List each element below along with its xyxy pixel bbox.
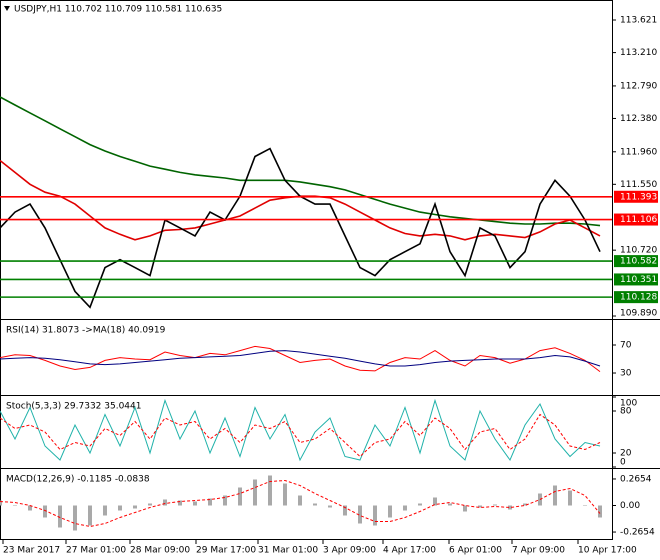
macd-bar [598,505,602,518]
y-tick-label: 110.720 [620,246,657,256]
x-tick-label: 29 Mar 17:00 [196,546,256,556]
series-line [0,398,601,462]
x-tick-label: 10 Apr 17:00 [578,546,637,556]
y-tick-label: 0 [620,458,626,468]
macd-bar [13,505,17,506]
macd-bar [208,498,212,506]
y-tick-label: 112.380 [620,114,657,124]
level-label-bg [614,273,658,286]
macd-bar [403,505,407,511]
macd-bar [0,500,2,506]
level-label: 110.582 [620,257,657,267]
x-tick-label: 6 Apr 01:00 [449,546,502,556]
series-line [0,96,601,227]
y-tick-label: 113.210 [620,48,657,58]
macd-bar [133,505,137,509]
macd-bar [418,503,422,506]
macd-bar [508,505,512,510]
macd-bar [193,501,197,506]
x-tick-label: 3 Apr 09:00 [323,546,376,556]
y-tick-label: 0.2654 [620,474,652,484]
level-label-bg [614,255,658,268]
plot-frame [0,0,613,540]
level-label-bg [614,291,658,304]
y-tick-label: 100 [620,399,637,409]
x-tick-label: 31 Mar 01:00 [258,546,318,556]
y-tick-label: -0.2654 [620,528,655,538]
macd-bar [163,499,167,506]
macd-bar [88,505,92,526]
y-tick-label: 109.890 [620,309,657,319]
y-tick-label: 0.00 [620,501,640,511]
macd-bar [268,475,272,506]
y-tick-label: 20 [620,449,632,459]
panel-title: Stoch(5,3,3) 29.7332 35.0441 [6,402,141,412]
macd-bar [283,483,287,506]
level-label: 110.351 [620,275,657,285]
macd-bar [388,505,392,518]
level-label-bg [614,190,658,203]
panel-title: MACD(12,26,9) -0.1185 -0.0838 [6,475,150,485]
level-label: 111.393 [620,192,657,202]
y-tick-label: 111.960 [620,147,657,157]
level-label: 110.128 [620,293,657,303]
macd-bar [43,505,47,518]
x-tick-label: 23 Mar 2017 [3,546,60,556]
macd-bar [118,505,122,511]
series-line [0,479,601,528]
x-tick-label: 4 Apr 17:00 [383,546,436,556]
series-line [0,350,601,367]
macd-bar [73,505,77,531]
macd-bar [523,503,527,506]
macd-bar [328,505,332,508]
macd-bar [358,505,362,524]
x-tick-label: 7 Apr 09:00 [512,546,565,556]
macd-bar [463,505,467,512]
macd-bar [448,503,452,506]
macd-bar [493,504,497,506]
x-tick-label: 28 Mar 09:00 [130,546,190,556]
level-label-bg [614,213,658,226]
panel-title: USDJPY,H1 110.702 110.709 110.581 110.63… [14,5,222,15]
y-tick-label: 113.621 [620,15,657,25]
x-tick-label: 27 Mar 01:00 [66,546,126,556]
macd-bar [478,505,482,508]
y-tick-label: 30 [620,369,632,379]
macd-bar [553,485,557,506]
macd-bar [433,497,437,506]
macd-bar [148,503,152,506]
y-tick-label: 111.550 [620,180,657,190]
macd-bar [253,479,257,506]
macd-bar [103,505,107,516]
collapse-arrow [4,6,10,11]
macd-bar [298,495,302,506]
panel-title: RSI(14) 31.8073 ->MA(18) 40.0919 [6,326,166,336]
macd-bar [583,505,587,506]
series-line [0,413,601,458]
macd-bar [238,487,242,506]
macd-bar [343,505,347,516]
y-tick-label: 112.790 [620,81,657,91]
macd-bar [28,505,32,511]
level-label: 111.106 [620,215,657,225]
y-tick-label: 80 [620,407,632,417]
macd-bar [223,495,227,506]
macd-bar [58,505,62,528]
macd-bar [178,500,182,506]
macd-bar [568,490,572,506]
y-tick-label: 70 [620,341,632,351]
macd-bar [313,503,317,506]
macd-bar [373,505,377,526]
